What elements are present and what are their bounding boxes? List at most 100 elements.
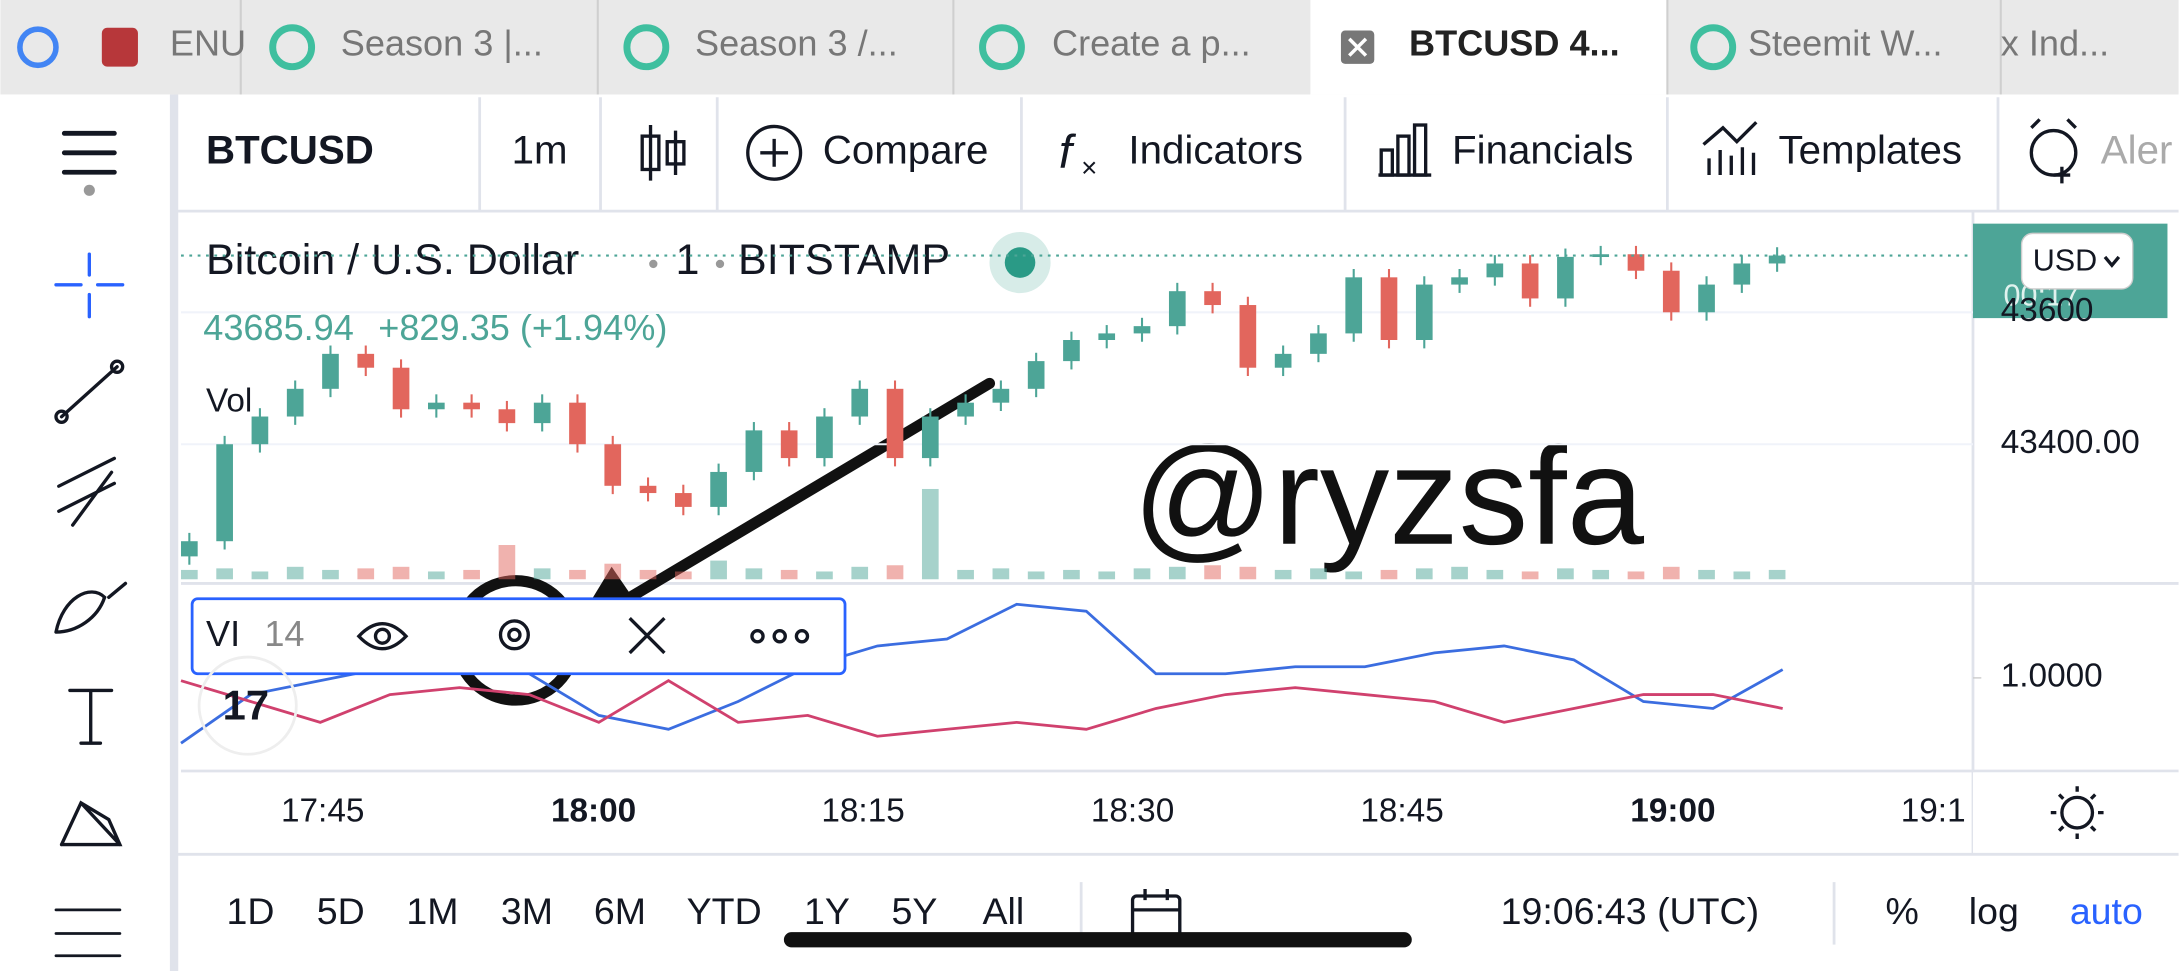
compare-button[interactable]: Compare (823, 127, 989, 172)
google-icon (17, 26, 59, 69)
alert-button[interactable]: Aler (2101, 127, 2173, 172)
volume-bar (1027, 571, 1045, 580)
volume-bar (710, 560, 727, 580)
range-button[interactable]: 5Y (892, 890, 938, 932)
tab[interactable]: ENU (170, 22, 246, 63)
candle (1451, 277, 1468, 285)
range-button[interactable]: All (983, 890, 1025, 932)
range-button[interactable]: 1D (226, 890, 274, 932)
volume-bar (1063, 569, 1080, 580)
volume-bar (1768, 569, 1786, 580)
range-button[interactable]: 1M (406, 890, 458, 932)
volume-bar (1592, 569, 1610, 580)
volume-bar (1698, 569, 1715, 580)
logo: 17 (223, 681, 269, 728)
volume-bar (816, 571, 833, 580)
tab[interactable]: x Ind... (2001, 22, 2109, 63)
candle (1098, 333, 1116, 341)
range-button[interactable]: 6M (594, 890, 646, 932)
goto-date[interactable] (1130, 894, 1182, 940)
candle (1557, 256, 1574, 299)
volume-label: Vol (206, 383, 252, 420)
percent-button[interactable]: % (1885, 890, 1918, 932)
volume-bar (1380, 569, 1398, 580)
candle (780, 430, 798, 459)
candle (992, 388, 1010, 403)
volume-bar (639, 569, 657, 580)
candle (1627, 254, 1645, 271)
candle (639, 485, 657, 494)
candle (1133, 326, 1151, 334)
tab[interactable]: Season 3 |... (341, 22, 543, 63)
candle (533, 402, 551, 424)
tab[interactable]: BTCUSD 4... (1409, 22, 1620, 63)
volume-bar (1627, 571, 1645, 580)
range-button[interactable]: 3M (501, 890, 553, 932)
financials-button[interactable]: Financials (1452, 127, 1633, 172)
auto-button[interactable]: auto (2070, 890, 2143, 932)
volume-bar (1415, 568, 1433, 580)
time-label: 18:30 (1091, 792, 1174, 829)
volume-bar (392, 566, 410, 580)
currency-button[interactable] (2020, 232, 2134, 290)
range-button[interactable]: YTD (687, 890, 762, 932)
candle (1521, 263, 1539, 299)
volume-bar (1486, 569, 1504, 580)
indicator-name: VI (206, 613, 240, 654)
time-label: 18:45 (1360, 792, 1443, 829)
currency[interactable]: USD (2033, 244, 2098, 278)
volume-bar (957, 569, 974, 580)
left-toolbar (0, 94, 175, 971)
candle (1063, 340, 1080, 362)
volume-bar (463, 569, 480, 580)
log-button[interactable]: log (1969, 890, 2019, 932)
indicator-line (180, 679, 1783, 738)
tab[interactable]: Steemit W... (1748, 22, 1943, 63)
tab[interactable]: Season 3 /... (695, 22, 898, 63)
candle (1415, 284, 1433, 341)
candle (286, 388, 304, 417)
volume-bar (851, 566, 869, 580)
time-label: 18:15 (821, 792, 904, 829)
templates-button[interactable]: Templates (1779, 127, 1963, 172)
volume-bar (1733, 571, 1751, 580)
candle (921, 416, 939, 459)
volume-bar (604, 563, 622, 580)
candle (427, 402, 445, 410)
volume-bar (286, 566, 304, 580)
home-indicator (783, 932, 1412, 948)
volume-bar (533, 568, 551, 580)
volume-bar (921, 488, 939, 580)
volume-bar (251, 571, 269, 580)
volume-bar (498, 545, 516, 580)
candle (1380, 277, 1398, 341)
candle (1345, 277, 1363, 334)
candle (1027, 361, 1045, 389)
candle (674, 493, 692, 507)
candle (1768, 255, 1786, 264)
volume-bar (674, 571, 692, 580)
price-change: +829.35 (+1.94%) (378, 307, 667, 348)
annotation: @ryzsfa (1133, 419, 1645, 574)
candle (463, 402, 480, 410)
volume-bar (357, 568, 375, 580)
candle (1168, 291, 1186, 327)
range-button[interactable]: 1Y (804, 890, 850, 932)
market-status[interactable] (1004, 247, 1036, 278)
volume-bar (1345, 571, 1363, 580)
candle (886, 388, 904, 459)
volume-bar (1310, 568, 1327, 580)
volume-bar (1168, 566, 1186, 580)
volume-bar (1274, 569, 1292, 580)
tab[interactable]: Create a p... (1052, 22, 1251, 63)
candle (1310, 333, 1327, 354)
candle (181, 541, 198, 557)
candle (1239, 305, 1257, 368)
symbol[interactable]: BTCUSD (206, 127, 374, 172)
range-button[interactable]: 5D (317, 890, 365, 932)
indicators-button[interactable]: Indicators (1128, 127, 1303, 172)
symbol-name: Bitcoin / U.S. Dollar (206, 236, 579, 284)
candle (745, 430, 763, 472)
interval[interactable]: 1m (512, 127, 568, 172)
